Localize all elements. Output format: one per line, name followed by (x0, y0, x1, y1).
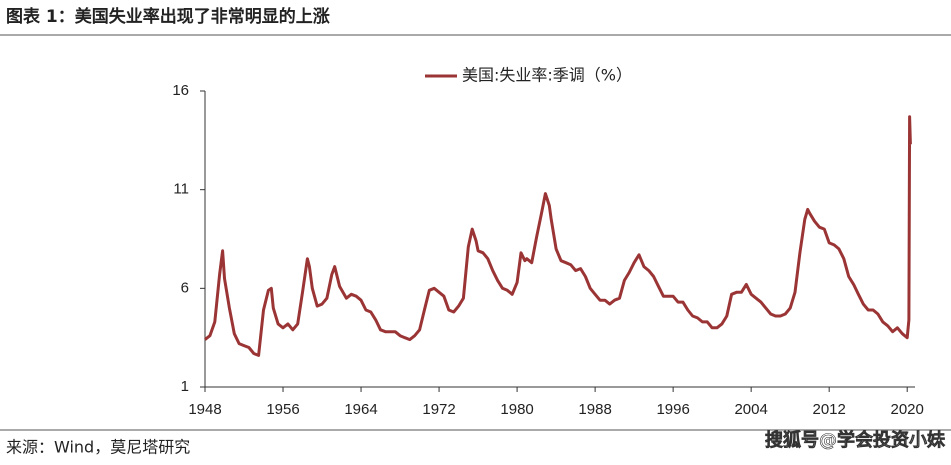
x-tick-label: 1948 (188, 401, 221, 418)
watermark: 搜狐号@学会投资小妹 (765, 429, 946, 451)
x-tick-label: 1980 (500, 401, 533, 418)
x-tick-label: 2012 (812, 401, 845, 418)
source-note: 来源：Wind，莫尼塔研究 (6, 438, 190, 457)
x-tick-label: 1972 (422, 401, 455, 418)
x-tick-label: 1988 (578, 401, 611, 418)
x-tick-label: 1956 (266, 401, 299, 418)
data-line (204, 115, 912, 357)
legend-label: 美国:失业率:季调（%） (462, 66, 632, 85)
x-tick-label: 2020 (891, 401, 924, 418)
y-tick-label: 6 (181, 279, 189, 296)
x-tick-label: 1996 (656, 401, 689, 418)
y-tick-label: 11 (173, 181, 189, 198)
x-tick-label: 1964 (344, 401, 377, 418)
chart-title: 图表 1：美国失业率出现了非常明显的上涨 (6, 6, 330, 27)
y-tick-label: 16 (172, 82, 189, 99)
y-tick-label: 1 (181, 378, 189, 395)
x-tick-label: 2004 (734, 401, 767, 418)
